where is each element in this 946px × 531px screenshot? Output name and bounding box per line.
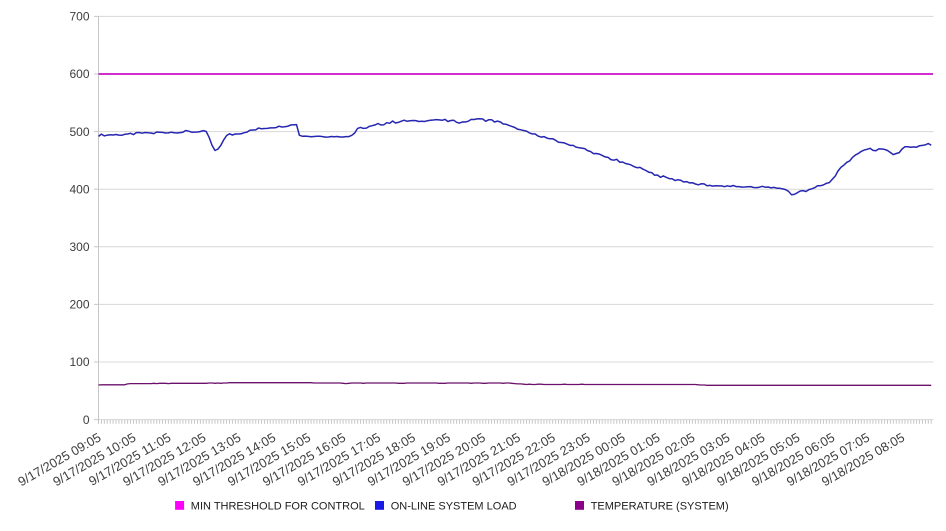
svg-text:600: 600 [69, 67, 89, 81]
svg-text:MIN THRESHOLD FOR CONTROL: MIN THRESHOLD FOR CONTROL [191, 500, 365, 512]
svg-text:0: 0 [83, 413, 90, 427]
svg-text:500: 500 [69, 125, 89, 139]
svg-text:ON-LINE SYSTEM LOAD: ON-LINE SYSTEM LOAD [391, 500, 517, 512]
svg-text:300: 300 [69, 240, 89, 254]
svg-text:200: 200 [69, 298, 89, 312]
svg-text:TEMPERATURE (SYSTEM): TEMPERATURE (SYSTEM) [591, 500, 729, 512]
svg-text:400: 400 [69, 182, 89, 196]
svg-text:700: 700 [69, 10, 89, 24]
svg-text:100: 100 [69, 355, 89, 369]
